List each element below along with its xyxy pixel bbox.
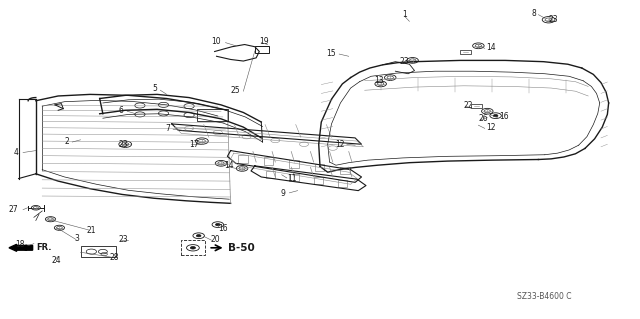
Bar: [264, 157, 273, 165]
Text: 14: 14: [224, 161, 234, 170]
Text: 15: 15: [326, 48, 336, 58]
Text: 23: 23: [548, 15, 558, 24]
Text: 16: 16: [499, 112, 508, 121]
Bar: [289, 174, 299, 181]
Text: 12: 12: [486, 123, 495, 132]
Bar: [289, 160, 299, 168]
Text: 7: 7: [165, 124, 170, 133]
Bar: [314, 177, 323, 184]
Text: 22: 22: [464, 101, 473, 110]
Bar: [470, 104, 482, 108]
Text: 26: 26: [478, 114, 488, 123]
Circle shape: [493, 115, 498, 117]
Bar: [180, 240, 205, 256]
Text: 20: 20: [210, 235, 220, 244]
Text: 17: 17: [189, 140, 198, 149]
Text: 23: 23: [119, 140, 129, 149]
Text: 4: 4: [13, 148, 19, 157]
Bar: [340, 167, 350, 174]
Text: FR.: FR.: [36, 243, 51, 252]
Bar: [338, 180, 348, 187]
Bar: [81, 246, 116, 257]
Text: SZ33-B4600 C: SZ33-B4600 C: [516, 292, 571, 301]
Bar: [255, 46, 269, 53]
Circle shape: [196, 234, 201, 237]
Text: 18: 18: [15, 240, 25, 249]
Text: 28: 28: [109, 253, 119, 262]
Circle shape: [216, 224, 220, 226]
Text: 13: 13: [374, 76, 384, 85]
FancyArrow shape: [9, 244, 33, 251]
Text: 10: 10: [211, 37, 221, 46]
Bar: [315, 164, 324, 171]
Text: 6: 6: [118, 106, 124, 115]
Text: 3: 3: [74, 234, 79, 243]
Text: 23: 23: [119, 235, 129, 244]
Bar: [238, 155, 248, 163]
Circle shape: [190, 247, 195, 249]
Bar: [197, 109, 228, 121]
Bar: [460, 50, 471, 54]
Text: 1: 1: [402, 10, 406, 19]
Text: 19: 19: [259, 38, 269, 47]
Bar: [266, 171, 275, 178]
Text: 14: 14: [486, 43, 495, 52]
Text: 5: 5: [152, 85, 157, 93]
Text: 12: 12: [335, 140, 344, 149]
Text: 27: 27: [9, 205, 19, 214]
Text: 16: 16: [218, 224, 227, 233]
Text: 11: 11: [287, 174, 296, 183]
Text: 23: 23: [400, 57, 410, 66]
Text: 21: 21: [87, 226, 97, 234]
Text: B-50: B-50: [228, 243, 255, 253]
Text: 24: 24: [52, 256, 61, 265]
Text: 25: 25: [230, 86, 240, 95]
Text: 2: 2: [65, 137, 70, 145]
Text: 8: 8: [531, 9, 536, 18]
Text: 9: 9: [280, 189, 285, 198]
